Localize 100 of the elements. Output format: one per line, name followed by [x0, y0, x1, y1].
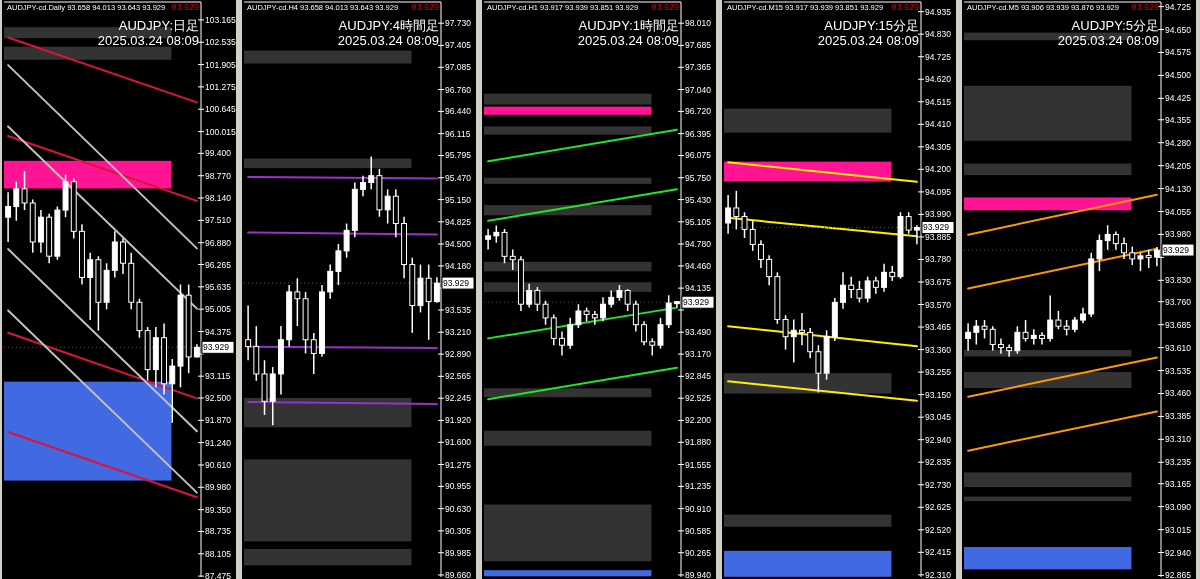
tick-label: 96.880: [205, 237, 231, 248]
candlestick: [657, 317, 664, 350]
annotation: 2025.03.24 08:09: [817, 33, 919, 48]
tick-label: 92.940: [925, 434, 951, 445]
tick-label: 93.165: [1165, 478, 1191, 489]
candlestick: [1030, 328, 1037, 346]
candlestick: [5, 191, 12, 243]
tick-label: 96.265: [205, 259, 231, 270]
candlestick: [1104, 224, 1111, 251]
candlestick: [965, 322, 972, 352]
candlestick: [665, 294, 672, 329]
ref-line-label: 93.929: [443, 278, 470, 289]
tick-label: 97.085: [445, 62, 471, 73]
tick-label: 98.140: [205, 193, 231, 204]
candlestick: [1145, 248, 1152, 269]
candlestick: [600, 296, 606, 323]
candlestick: [360, 174, 366, 197]
annotation: 2025.03.24 08:09: [337, 33, 439, 48]
candlestick: [13, 180, 20, 222]
tick-label: 94.725: [925, 51, 951, 62]
tick-label: 93.045: [925, 412, 951, 423]
tick-label: 97.405: [445, 40, 471, 51]
tick-label: 95.750: [685, 172, 711, 183]
tick-label: 97.730: [445, 18, 471, 29]
tick-label: 91.600: [445, 437, 471, 448]
tick-label: 92.565: [445, 371, 471, 382]
candlestick: [567, 317, 574, 350]
tick-label: 94.355: [1165, 114, 1191, 125]
ref-line-label: 93.929: [203, 342, 230, 353]
title: AUDJPY:15分足: [824, 18, 919, 33]
candlestick: [1039, 331, 1045, 346]
title: AUDJPY:4時間足: [338, 18, 439, 33]
tick-label: 93.460: [1165, 388, 1191, 399]
ref-line-label: 93.929: [1163, 245, 1190, 256]
candlestick: [1129, 245, 1136, 266]
tick-label: 92.520: [925, 524, 951, 535]
tick-label: 92.845: [685, 371, 711, 382]
tick-label: 98.770: [205, 170, 231, 181]
candlestick: [749, 220, 756, 252]
title: AUDJPY:日足: [118, 18, 199, 33]
tick-label: 93.210: [445, 327, 471, 338]
candlestick: [1137, 252, 1144, 272]
tick-label: 94.200: [925, 164, 951, 175]
candlestick: [542, 300, 549, 326]
candlestick: [327, 263, 334, 300]
candlestick: [905, 211, 912, 235]
tick-label: 95.150: [445, 194, 471, 205]
tick-label: 93.760: [1165, 296, 1191, 307]
candlestick: [425, 263, 432, 341]
tick-label: 92.415: [925, 547, 951, 558]
candlestick: [989, 325, 996, 352]
candlestick: [21, 170, 28, 211]
annotation: 93.929: [1131, 2, 1159, 12]
tick-label: 99.400: [205, 148, 231, 159]
tick-label: 93.780: [925, 254, 951, 265]
tick-label: 94.500: [1165, 70, 1191, 81]
tick-label: 94.375: [205, 326, 231, 337]
ref-line-label: 93.929: [683, 297, 710, 308]
tick-label: 93.465: [925, 322, 951, 333]
tick-label: 93.310: [1165, 434, 1191, 445]
candlestick: [741, 211, 748, 239]
tick-label: 98.010: [685, 18, 711, 29]
annotation: 2025.03.24 08:09: [1057, 33, 1159, 48]
tick-label: 96.395: [685, 128, 711, 139]
tick-label: 93.490: [685, 327, 711, 338]
tick-label: 90.955: [445, 481, 471, 492]
tick-label: 88.735: [205, 526, 231, 537]
candlestick: [757, 239, 764, 269]
tick-label: 97.040: [685, 84, 711, 95]
candlestick: [864, 275, 871, 304]
annotation: 93.929: [171, 2, 199, 12]
candlestick: [169, 358, 176, 424]
tick-label: 93.885: [925, 231, 951, 242]
tick-label: 95.470: [445, 172, 471, 183]
candlestick: [1022, 319, 1029, 343]
candlestick: [641, 320, 648, 346]
annotation: 93.929: [411, 2, 439, 12]
tick-label: 92.835: [925, 457, 951, 468]
candlestick: [526, 282, 533, 309]
candlestick: [1096, 233, 1103, 272]
tick-label: 96.760: [445, 84, 471, 95]
candlestick: [559, 330, 565, 357]
tick-label: 90.305: [445, 525, 471, 536]
tick-label: 87.475: [205, 571, 231, 579]
tick-label: 94.305: [925, 141, 951, 152]
tick-label: 102.535: [205, 37, 236, 48]
tick-label: 92.940: [1165, 547, 1191, 558]
candlestick: [384, 188, 391, 225]
candlestick: [840, 271, 846, 310]
candlestick: [973, 319, 980, 346]
candlestick: [624, 288, 631, 312]
tick-label: 94.135: [685, 283, 711, 294]
tick-label: 93.685: [1165, 319, 1191, 330]
tick-label: 97.685: [685, 40, 711, 51]
tick-label: 94.205: [1165, 160, 1191, 171]
annotation: 2025.03.24 08:09: [577, 33, 679, 48]
tick-label: 93.015: [1165, 524, 1191, 535]
tick-label: 91.920: [445, 415, 471, 426]
tick-label: 89.985: [445, 547, 471, 558]
tick-label: 93.980: [1165, 229, 1191, 240]
